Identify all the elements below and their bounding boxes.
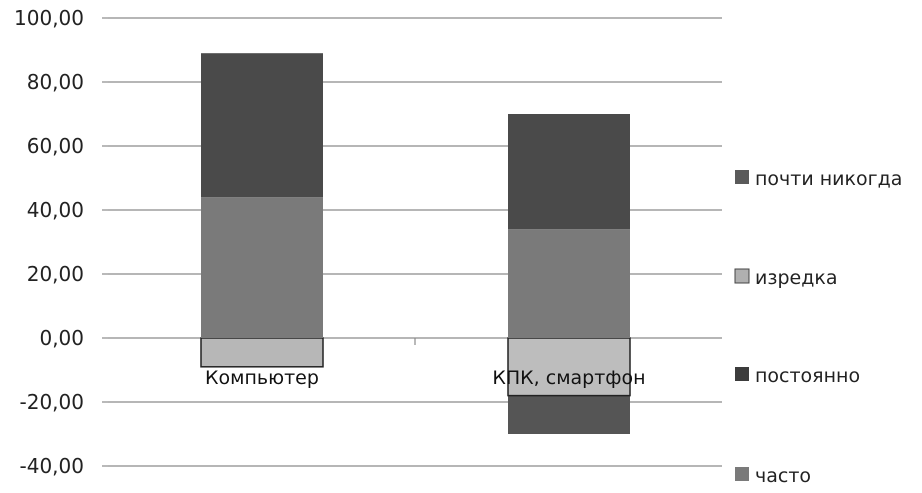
y-tick-label: 60,00 [27, 134, 84, 158]
y-tick-label: 40,00 [27, 198, 84, 222]
legend-swatch [735, 467, 749, 481]
x-category-label: Компьютер [205, 367, 319, 389]
bar-segment-kompyuter-negative [200, 337, 324, 368]
y-tick-label: 0,00 [39, 326, 84, 350]
x-category-label: КПК, смартфон [492, 367, 645, 389]
legend-label: изредка [755, 267, 837, 289]
legend-label: часто [755, 465, 811, 487]
legend-label: постоянно [755, 365, 860, 387]
legend-swatch [735, 170, 749, 184]
bar-segment-kpk-top [508, 114, 630, 230]
bar-segment-kpk-negative [507, 337, 631, 397]
legend-swatch [735, 367, 749, 381]
y-tick-label: 100,00 [14, 6, 84, 30]
y-tick-label: 80,00 [27, 70, 84, 94]
y-tick-label: -20,00 [20, 390, 84, 414]
legend-label: почти никогда [755, 168, 902, 190]
bar-segment-kpk-bottom [508, 395, 630, 434]
bar-segment-kompyuter-top [201, 53, 323, 198]
bar-segment-kompyuter-mid [201, 197, 323, 338]
y-tick-label: 20,00 [27, 262, 84, 286]
bar-segment-kpk-mid [508, 229, 630, 338]
y-tick-label: -40,00 [20, 454, 84, 478]
legend-swatch [734, 268, 750, 284]
